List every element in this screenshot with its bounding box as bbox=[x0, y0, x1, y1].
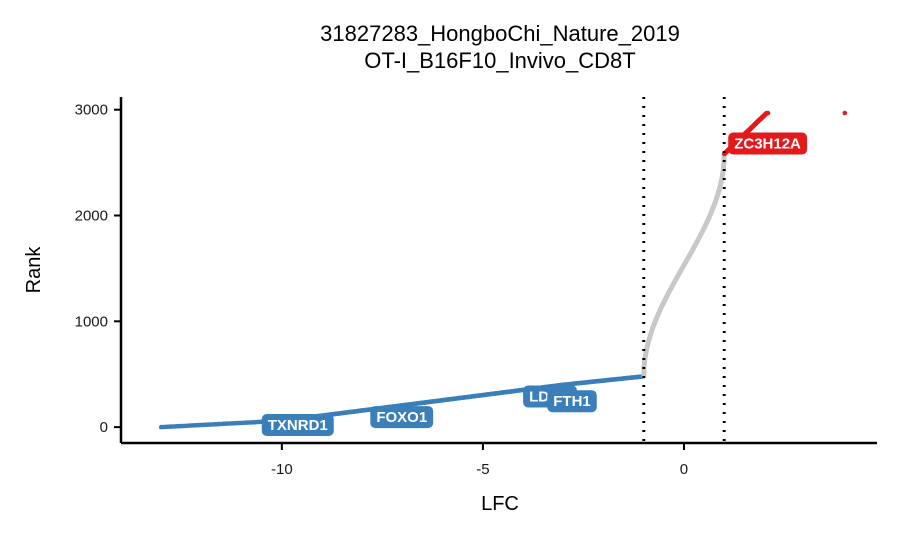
x-tick-label: -10 bbox=[271, 461, 293, 478]
gene-label-box bbox=[728, 132, 808, 155]
gene-label-text: FTH1 bbox=[553, 393, 591, 410]
y-tick-label: 2000 bbox=[75, 208, 108, 225]
chart-title: 31827283_HongboChi_Nature_2019 bbox=[320, 21, 680, 46]
data-point bbox=[842, 110, 848, 116]
gene-label-text: ZC3H12A bbox=[734, 136, 801, 153]
y-tick-label: 0 bbox=[100, 419, 108, 436]
gene-label: ZC3H12A bbox=[728, 132, 808, 155]
y-tick-label: 3000 bbox=[75, 102, 108, 119]
gene-label: FOXO1 bbox=[370, 406, 434, 429]
y-axis-label: Rank bbox=[23, 246, 45, 294]
gene-label-text: FOXO1 bbox=[376, 409, 427, 426]
x-tick-label: 0 bbox=[680, 461, 688, 478]
gene-label-box bbox=[370, 406, 434, 429]
y-axis-ticks: 0 1000 2000 3000 bbox=[75, 102, 121, 436]
gene-label: FTH1 bbox=[547, 390, 597, 413]
threshold-lines bbox=[642, 97, 726, 443]
x-axis-ticks: -10 -5 0 bbox=[271, 443, 688, 478]
data-point bbox=[765, 110, 771, 116]
x-tick-label: -5 bbox=[476, 461, 489, 478]
x-axis-label: LFC bbox=[481, 493, 519, 515]
gene-labels: TXNRD1FOXO1LDHAFTH1ZC3H12A bbox=[261, 132, 808, 437]
y-tick-label: 1000 bbox=[75, 313, 108, 330]
scatter-points bbox=[158, 110, 848, 430]
chart-subtitle: OT-I_B16F10_Invivo_CD8T bbox=[364, 48, 635, 73]
gene-label-box bbox=[261, 414, 334, 437]
gene-label-text: TXNRD1 bbox=[268, 417, 328, 434]
gene-label: TXNRD1 bbox=[261, 414, 334, 437]
gene-label-box bbox=[547, 390, 597, 413]
